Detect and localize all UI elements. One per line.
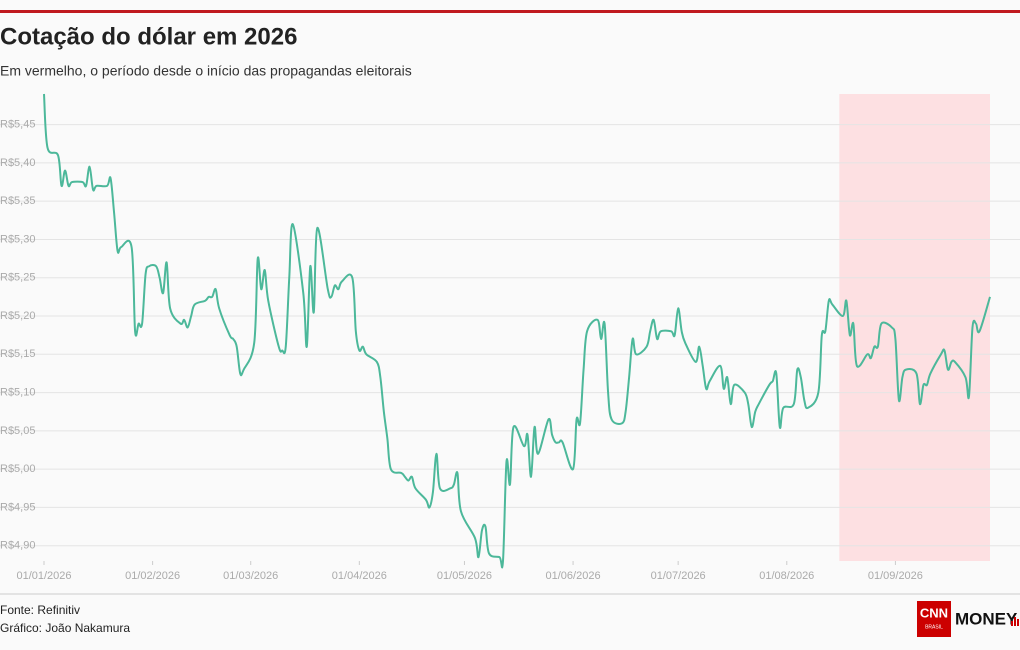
logo-product: MONEY	[955, 609, 1018, 628]
y-tick-label: R$5,20	[0, 310, 35, 322]
x-tick-label: 01/06/2026	[546, 570, 601, 582]
x-tick-label: 01/05/2026	[437, 570, 492, 582]
credit: Gráfico: João Nakamura	[0, 621, 130, 635]
x-tick-label: 01/01/2026	[16, 570, 71, 582]
y-tick-label: R$5,10	[0, 386, 35, 398]
logo-brand: CNN	[920, 605, 948, 620]
y-tick-label: R$5,00	[0, 463, 35, 475]
line-series	[43, 93, 991, 569]
logo-sub: BRASIL	[925, 624, 943, 630]
logo-box	[917, 601, 951, 637]
logo-bar	[1017, 619, 1019, 626]
x-tick-label: 01/04/2026	[332, 570, 387, 582]
y-tick-label: R$5,25	[0, 272, 35, 284]
y-tick-label: R$4,90	[0, 540, 35, 552]
x-tick-label: 01/03/2026	[223, 570, 278, 582]
y-tick-label: R$5,35	[0, 195, 35, 207]
plot-area: R$4,90 R$4,95 R$5,00 R$5,05 R$5,10 R$5,15 R$5,…	[0, 93, 1020, 582]
y-tick-label: R$5,45	[0, 119, 35, 131]
x-tick-label: 01/02/2026	[125, 570, 180, 582]
source: Fonte: Refinitiv	[0, 603, 80, 617]
logo: CNN BRASIL MONEY	[917, 601, 1019, 637]
y-tick-label: R$5,05	[0, 425, 35, 437]
y-tick-label: R$4,95	[0, 501, 35, 513]
x-tick-label: 01/08/2026	[759, 570, 814, 582]
logo-bar	[1011, 621, 1013, 626]
x-tick-label: 01/09/2026	[868, 570, 923, 582]
top-rule	[0, 10, 1020, 13]
chart-title: Cotação do dólar em 2026	[0, 23, 297, 50]
y-tick-label: R$5,30	[0, 233, 35, 245]
y-tick-label: R$5,15	[0, 348, 35, 360]
chart-subtitle: Em vermelho, o período desde o início da…	[0, 63, 412, 79]
logo-bar	[1014, 617, 1016, 626]
x-tick-label: 01/07/2026	[651, 570, 706, 582]
y-tick-label: R$5,40	[0, 157, 35, 169]
highlight-band	[839, 94, 990, 561]
